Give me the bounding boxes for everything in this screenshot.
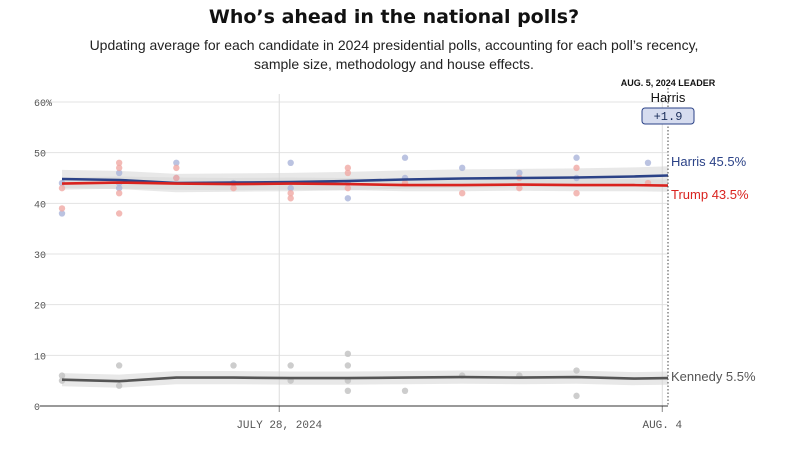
y-tick-label: 10	[34, 352, 46, 363]
kennedy-end-label: Kennedy 5.5%	[671, 369, 756, 384]
x-tick-label: JULY 28, 2024	[236, 420, 322, 432]
y-tick-label: 60%	[34, 99, 52, 110]
trump-poll-dot	[115, 164, 123, 172]
trump-poll-dot	[58, 205, 66, 212]
trump-poll-dot	[344, 169, 352, 177]
leader-margin-value: +1.9	[654, 110, 683, 124]
kennedy-poll-dot	[344, 362, 352, 369]
kennedy-poll-dot	[58, 372, 66, 379]
harris-poll-dot	[516, 169, 523, 177]
kennedy-average-line	[61, 375, 669, 383]
kennedy-poll-dot	[344, 387, 352, 394]
harris-poll-dot	[58, 210, 66, 217]
trump-poll-dot	[115, 159, 123, 166]
trump-average-line	[61, 181, 669, 187]
kennedy-poll-dot	[573, 367, 580, 374]
kennedy-poll-dot	[230, 362, 237, 369]
y-axis-ticks: 0 10 20 30 40 50 60%	[34, 99, 52, 414]
trump-poll-dot	[573, 164, 580, 172]
trump-poll-dot	[115, 210, 123, 217]
harris-poll-dot	[287, 159, 294, 166]
harris-end-label: Harris 45.5%	[671, 154, 747, 169]
harris-poll-dot	[401, 154, 409, 161]
chart-subtitle: Updating average for each candidate in 2…	[89, 37, 699, 72]
series-end-labels: Harris 45.5% Trump 43.5% Kennedy 5.5%	[671, 154, 756, 384]
harris-poll-dot	[287, 184, 294, 192]
trump-poll-dot	[230, 184, 237, 192]
trump-poll-dot	[173, 174, 180, 182]
kennedy-poll-dot	[401, 387, 409, 394]
harris-poll-dot	[573, 154, 580, 161]
kennedy-poll-dot	[115, 362, 123, 369]
y-tick-label: 30	[34, 251, 46, 262]
average-lines	[61, 174, 669, 383]
trump-poll-dot	[516, 184, 523, 192]
harris-poll-dot	[644, 159, 652, 166]
trump-end-label: Trump 43.5%	[671, 187, 749, 202]
leader-name: Harris	[651, 90, 686, 105]
kennedy-poll-dot	[573, 392, 580, 400]
y-tick-label: 50	[34, 150, 46, 161]
trump-poll-dot	[458, 190, 466, 197]
x-tick-label: AUG. 4	[642, 420, 682, 432]
kennedy-poll-dot	[115, 382, 123, 389]
y-tick-label: 20	[34, 302, 46, 313]
x-axis-ticks: JULY 28, 2024 AUG. 4	[236, 406, 682, 432]
poll-dots	[58, 154, 652, 400]
trump-poll-dot	[287, 195, 294, 202]
trump-poll-dot	[287, 190, 294, 197]
trump-poll-dot	[173, 164, 180, 172]
harris-poll-dot	[344, 195, 352, 202]
chart-title: Who’s ahead in the national polls?	[208, 6, 580, 28]
kennedy-poll-dot	[344, 350, 352, 358]
y-tick-label: 40	[34, 200, 46, 211]
trump-poll-dot	[58, 184, 66, 192]
harris-poll-dot	[173, 159, 180, 166]
harris-poll-dot	[115, 169, 123, 177]
trump-poll-dot	[115, 190, 123, 197]
trump-poll-dot	[573, 190, 580, 197]
gridlines	[40, 94, 668, 406]
harris-poll-dot	[458, 164, 466, 172]
uncertainty-bands	[62, 166, 668, 388]
trump-poll-dot	[344, 164, 352, 172]
leader-margin-badge	[641, 107, 695, 125]
y-tick-label: 0	[34, 403, 40, 414]
trump-poll-dot	[344, 184, 352, 192]
harris-poll-dot	[115, 184, 123, 192]
leader-date-label: AUG. 5, 2024 LEADER	[621, 78, 716, 88]
kennedy-poll-dot	[287, 362, 294, 369]
